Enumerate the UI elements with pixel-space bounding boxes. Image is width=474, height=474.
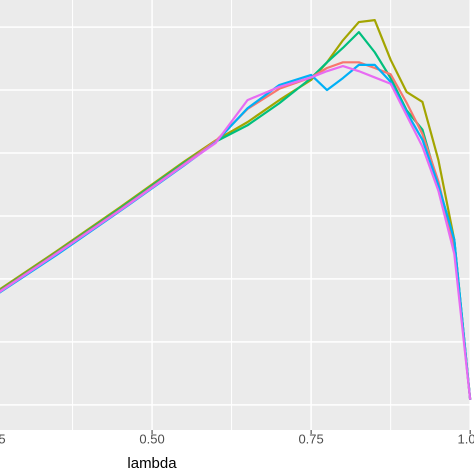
panel [0,0,470,430]
x-tick-label: 1.00 [458,431,474,446]
x-tick-label: 0.75 [298,431,323,446]
series-line [0,65,472,400]
x-tick-label: 0.50 [139,431,164,446]
x-axis-title: lambda [127,455,177,472]
x-tick-label: 0.25 [0,431,6,446]
